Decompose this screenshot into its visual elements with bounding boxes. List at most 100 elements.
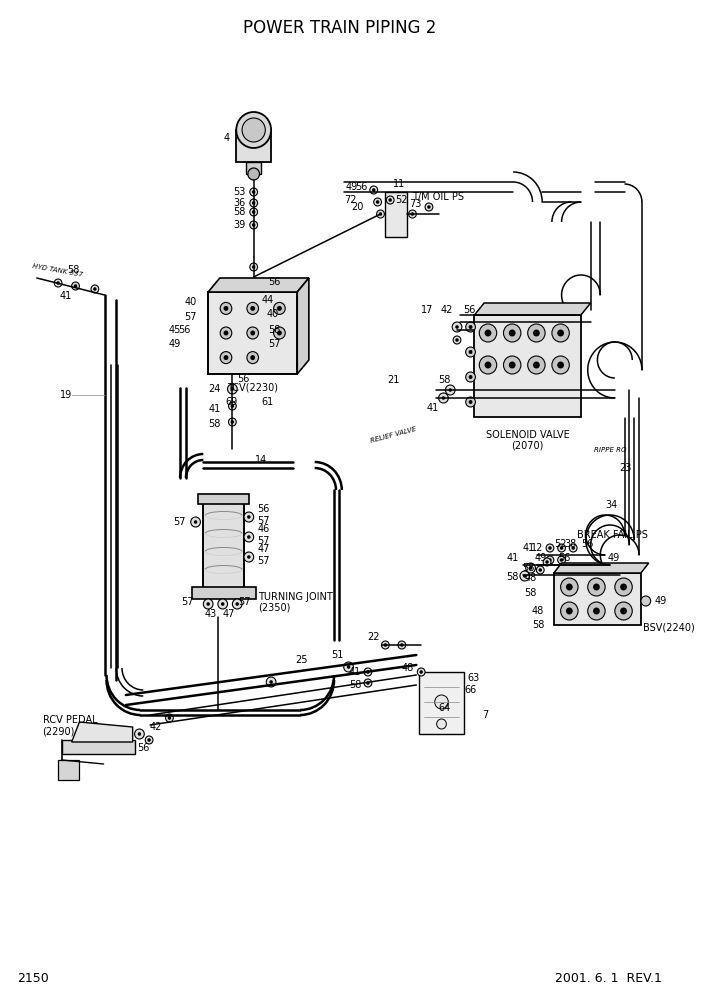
Circle shape bbox=[223, 306, 228, 310]
Text: 41: 41 bbox=[60, 291, 72, 301]
Circle shape bbox=[232, 599, 242, 609]
Circle shape bbox=[533, 329, 540, 336]
Circle shape bbox=[528, 324, 545, 342]
Text: 64: 64 bbox=[439, 703, 451, 713]
Text: 48: 48 bbox=[532, 606, 544, 616]
Circle shape bbox=[274, 303, 285, 314]
Text: 56: 56 bbox=[581, 539, 593, 549]
Circle shape bbox=[593, 583, 600, 590]
Text: 58: 58 bbox=[208, 419, 220, 429]
Text: RCV PEDAL: RCV PEDAL bbox=[43, 715, 98, 725]
Circle shape bbox=[559, 558, 563, 561]
Bar bbox=[199, 494, 249, 504]
Circle shape bbox=[552, 356, 569, 374]
Text: 57: 57 bbox=[238, 597, 251, 607]
Circle shape bbox=[231, 421, 234, 424]
Circle shape bbox=[376, 200, 379, 203]
Text: POWER TRAIN PIPING 2: POWER TRAIN PIPING 2 bbox=[243, 19, 437, 37]
Circle shape bbox=[453, 336, 461, 344]
Circle shape bbox=[247, 327, 258, 339]
Circle shape bbox=[242, 118, 265, 142]
Text: (2350): (2350) bbox=[258, 603, 291, 613]
Circle shape bbox=[252, 210, 256, 214]
Circle shape bbox=[509, 329, 515, 336]
Polygon shape bbox=[72, 722, 133, 742]
Polygon shape bbox=[554, 563, 649, 573]
Circle shape bbox=[277, 330, 282, 335]
Text: 41: 41 bbox=[522, 543, 534, 553]
Text: 36: 36 bbox=[234, 198, 246, 208]
Circle shape bbox=[588, 578, 605, 596]
Circle shape bbox=[615, 602, 633, 620]
Text: 24: 24 bbox=[208, 384, 220, 394]
Circle shape bbox=[221, 602, 225, 606]
Text: 66: 66 bbox=[465, 685, 477, 695]
Bar bbox=[554, 573, 641, 625]
Circle shape bbox=[546, 556, 554, 564]
Text: 2001. 6. 1  REV.1: 2001. 6. 1 REV.1 bbox=[555, 971, 662, 984]
Text: 72: 72 bbox=[344, 195, 357, 205]
Text: (2290): (2290) bbox=[43, 727, 75, 737]
Circle shape bbox=[543, 558, 551, 566]
Circle shape bbox=[452, 322, 462, 332]
Circle shape bbox=[546, 544, 554, 552]
Text: 49: 49 bbox=[608, 553, 621, 563]
Circle shape bbox=[409, 210, 416, 218]
Circle shape bbox=[204, 599, 213, 609]
Text: 52: 52 bbox=[395, 195, 408, 205]
Circle shape bbox=[523, 574, 526, 577]
Text: HYD TANK 537: HYD TANK 537 bbox=[32, 263, 84, 278]
Circle shape bbox=[615, 578, 633, 596]
Text: 48: 48 bbox=[524, 573, 536, 583]
Circle shape bbox=[469, 375, 472, 379]
Circle shape bbox=[559, 547, 563, 550]
Text: 58: 58 bbox=[522, 563, 534, 573]
Text: 56: 56 bbox=[138, 743, 150, 753]
Text: 57: 57 bbox=[258, 516, 270, 526]
Circle shape bbox=[231, 387, 234, 391]
Circle shape bbox=[229, 402, 237, 410]
Circle shape bbox=[509, 361, 515, 368]
Circle shape bbox=[251, 330, 255, 335]
Circle shape bbox=[484, 361, 491, 368]
Circle shape bbox=[465, 322, 475, 332]
Circle shape bbox=[366, 682, 370, 684]
Text: 57: 57 bbox=[173, 517, 186, 527]
Circle shape bbox=[442, 396, 445, 400]
Text: 57: 57 bbox=[258, 536, 270, 546]
Text: 56: 56 bbox=[258, 504, 270, 514]
Circle shape bbox=[274, 327, 285, 339]
Circle shape bbox=[344, 662, 353, 672]
Circle shape bbox=[250, 188, 258, 196]
Circle shape bbox=[244, 552, 253, 562]
Text: RIPPE RO: RIPPE RO bbox=[595, 447, 627, 453]
Text: 39: 39 bbox=[234, 220, 246, 230]
Text: 20: 20 bbox=[352, 202, 364, 212]
Circle shape bbox=[449, 388, 452, 392]
Text: 12: 12 bbox=[531, 543, 543, 553]
Text: TURNING JOINT: TURNING JOINT bbox=[258, 592, 333, 602]
Circle shape bbox=[593, 607, 600, 614]
Circle shape bbox=[252, 265, 256, 269]
Circle shape bbox=[526, 563, 536, 573]
Circle shape bbox=[386, 196, 394, 204]
Circle shape bbox=[456, 338, 458, 342]
Text: 7: 7 bbox=[482, 710, 489, 720]
Text: 11: 11 bbox=[393, 179, 405, 189]
Circle shape bbox=[439, 393, 449, 403]
Circle shape bbox=[250, 221, 258, 229]
Circle shape bbox=[251, 355, 255, 360]
Circle shape bbox=[252, 190, 256, 193]
Circle shape bbox=[437, 719, 446, 729]
Polygon shape bbox=[297, 278, 309, 374]
Bar bbox=[475, 315, 581, 417]
Text: 49: 49 bbox=[654, 596, 667, 606]
Circle shape bbox=[247, 303, 258, 314]
Bar bbox=[192, 587, 256, 599]
Text: 51: 51 bbox=[331, 650, 344, 660]
Circle shape bbox=[557, 329, 564, 336]
Circle shape bbox=[520, 571, 529, 581]
Text: 57: 57 bbox=[258, 556, 270, 566]
Circle shape bbox=[147, 738, 151, 742]
Text: 43: 43 bbox=[205, 609, 217, 619]
